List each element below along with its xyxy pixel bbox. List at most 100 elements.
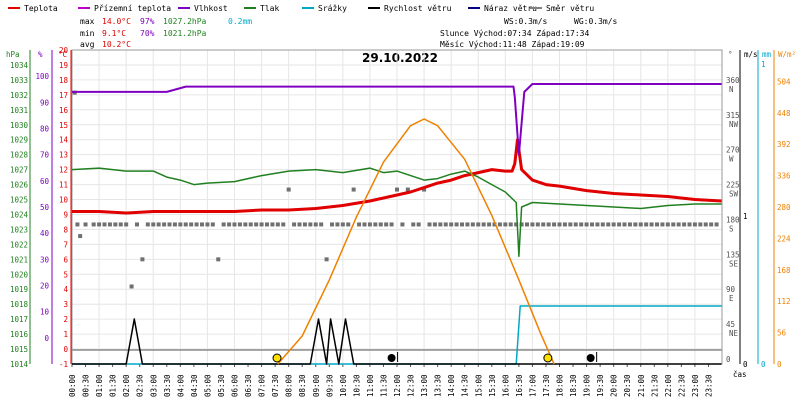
wind-direction-point	[194, 222, 199, 227]
wind-direction-point	[627, 222, 632, 227]
wind-direction-point	[373, 222, 378, 227]
wind-direction-point	[492, 222, 497, 227]
pressure-tick-label: 1025	[10, 196, 28, 205]
wind-direction-point	[78, 234, 83, 239]
sunrise-marker	[272, 353, 282, 363]
wind-direction-point	[405, 187, 410, 192]
wind-direction-point	[75, 222, 80, 227]
wind-direction-point	[622, 222, 627, 227]
wind-direction-point	[243, 222, 248, 227]
stat-wind-gust: WG:0.3m/s	[574, 17, 618, 26]
unit-mm: mm	[762, 50, 772, 59]
wind-direction-point	[644, 222, 649, 227]
x-tick-label: 20:00	[610, 374, 619, 397]
x-tick-label: 08:30	[298, 374, 307, 397]
humidity-tick-label: 70	[40, 151, 50, 160]
wind-direction-point	[411, 222, 416, 227]
temperature-tick-label: 13	[59, 151, 68, 160]
stat-min-temp: 9.1°C	[102, 29, 126, 38]
wind-direction-point	[454, 222, 459, 227]
pressure-tick-label: 1019	[10, 285, 28, 294]
radiation-tick-label: 224	[777, 234, 791, 243]
stats-panel: max 14.0°C 97% 1027.2hPa 0.2mm min 9.1°C…	[80, 17, 618, 49]
wind-direction-point	[617, 222, 622, 227]
radiation-tick-label: 392	[777, 140, 791, 149]
x-tick-label: 23:30	[704, 374, 713, 397]
x-tick-label: 22:30	[677, 374, 686, 397]
x-tick-label: 18:30	[569, 374, 578, 397]
legend: Teplota Přízemní teplota Vlhkost Tlak Srážky…	[8, 4, 594, 13]
pressure-tick-label: 1016	[10, 330, 29, 339]
pressure-tick-label: 1026	[10, 181, 29, 190]
wind-direction-point	[584, 222, 589, 227]
series-tlak	[71, 167, 722, 258]
unit-time: čas	[733, 370, 747, 379]
x-tick-label: 12:00	[393, 374, 402, 397]
moonset-marker	[586, 354, 595, 362]
wind-direction-point	[107, 222, 112, 227]
wind-direction-point	[178, 222, 183, 227]
wind-direction-point	[638, 222, 643, 227]
temperature-tick-label: 12	[59, 166, 68, 175]
radiation-tick-label: 112	[777, 297, 791, 306]
legend-label: Srážky	[318, 4, 347, 13]
stat-min-label: min	[80, 29, 95, 38]
wind-direction-point	[535, 222, 540, 227]
pressure-tick-label: 1022	[10, 240, 28, 249]
wind-dir-tick-label: 90	[726, 285, 736, 294]
humidity-tick-label: 30	[40, 255, 50, 264]
wind-direction-point	[676, 222, 681, 227]
temperature-tick-label: 9	[63, 210, 68, 219]
x-tick-label: 01:00	[95, 374, 104, 397]
legend-label: Přízemní teplota	[94, 4, 171, 13]
unit-ms: m/s	[744, 50, 758, 59]
wind-direction-point	[389, 222, 394, 227]
wind-direction-point	[519, 222, 524, 227]
temperature-tick-label: 20	[59, 46, 69, 55]
temperature-tick-label: 4	[63, 285, 68, 294]
wind-direction-point	[682, 222, 687, 227]
wind-dir-tick-label: 180	[726, 215, 740, 224]
wind-direction-point	[135, 222, 139, 227]
wind-direction-point	[449, 222, 454, 227]
wind-dir-tick-name: E	[729, 294, 734, 303]
wind-dir-tick-name: SW	[729, 190, 739, 199]
x-tick-label: 02:30	[136, 374, 145, 397]
temperature-tick-label: 3	[63, 300, 68, 309]
pressure-tick-label: 1028	[10, 151, 29, 160]
wind-dir-tick-label: 135	[726, 250, 740, 259]
wind-direction-point	[330, 222, 334, 227]
wind-direction-point	[362, 222, 367, 227]
temperature-tick-label: 0	[63, 345, 68, 354]
x-tick-label: 21:00	[637, 374, 646, 397]
x-tick-label: 13:00	[420, 374, 429, 397]
stat-avg-label: avg	[80, 40, 95, 49]
wind-direction-point	[167, 222, 172, 227]
wind-direction-point	[525, 222, 529, 227]
wind-direction-point	[162, 222, 167, 227]
x-tick-label: 14:00	[447, 374, 456, 397]
x-tick-label: 16:00	[501, 374, 510, 397]
wind-dir-tick-label: 360	[726, 76, 740, 85]
temperature-tick-label: 5	[63, 270, 68, 279]
x-tick-label: 02:00	[122, 374, 131, 397]
wind-direction-point	[546, 222, 551, 227]
wind-dir-tick-name: NW	[729, 120, 739, 129]
stat-sun: Slunce Východ:07:34 Západ:17:34	[440, 29, 589, 38]
pressure-tick-label: 1030	[10, 121, 29, 130]
temperature-tick-label: 14	[59, 136, 69, 145]
wind-direction-point	[465, 222, 470, 227]
legend-label: Náraz větru	[484, 4, 537, 13]
x-tick-label: 09:00	[312, 374, 321, 397]
x-tick-label: 00:00	[68, 374, 77, 397]
wind-direction-point	[443, 222, 448, 227]
wind-direction-point	[395, 187, 399, 192]
wind-direction-point	[324, 257, 329, 262]
temperature-tick-label: 6	[63, 255, 68, 264]
wind-direction-point	[660, 222, 665, 227]
x-tick-label: 17:00	[528, 374, 537, 397]
wind-speed-tick-label: 1	[743, 212, 748, 221]
wind-direction-point	[292, 222, 297, 227]
x-tick-label: 09:30	[325, 374, 334, 397]
